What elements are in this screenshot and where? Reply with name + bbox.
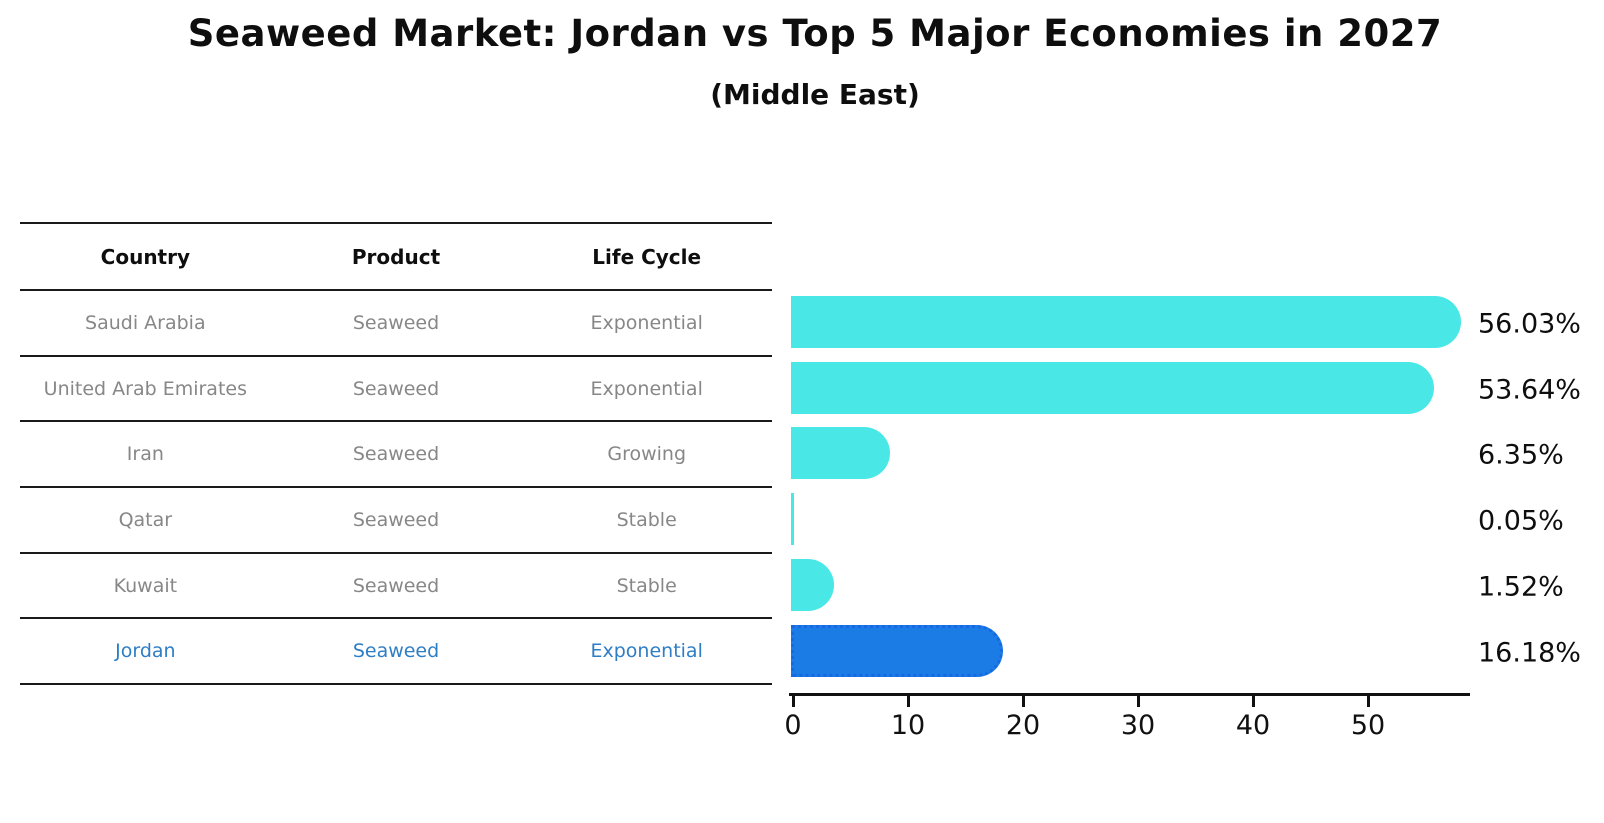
x-axis-tick (1251, 696, 1255, 707)
x-axis-tick-label: 20 (1005, 710, 1041, 741)
cell-country: Qatar (118, 508, 173, 531)
cell-life-cycle: Growing (607, 443, 687, 466)
cell-country: United Arab Emirates (43, 377, 247, 400)
cell-product: Seaweed (352, 508, 440, 531)
x-axis-tick (1136, 696, 1140, 707)
bar-iran (791, 427, 891, 480)
header-cell-country: Country (100, 244, 191, 269)
page-title: Seaweed Market: Jordan vs Top 5 Major Ec… (187, 12, 1443, 55)
cell-product: Seaweed (352, 574, 440, 597)
bar-united-arab-emirates (791, 361, 1434, 414)
x-axis-tick-label: 40 (1235, 710, 1271, 741)
page-subtitle: (Middle East) (710, 78, 920, 111)
table-header-row: Country Product Life Cycle (20, 222, 772, 291)
table-row-united-arab-emirates: United Arab Emirates Seaweed Exponential (20, 357, 772, 423)
bar-kuwait (791, 558, 835, 611)
table-row-kuwait: Kuwait Seaweed Stable (20, 554, 772, 620)
cell-life-cycle: Stable (616, 574, 677, 597)
bar-qatar (791, 493, 794, 546)
table-row-iran: Iran Seaweed Growing (20, 422, 772, 489)
cell-product: Seaweed (352, 311, 440, 334)
x-axis-tick-label: 30 (1120, 710, 1156, 741)
cell-product: Seaweed (352, 640, 440, 663)
bar-value-label-saudi-arabia: 56.03% (1478, 308, 1581, 340)
x-axis-tick (1021, 696, 1025, 707)
table-row-jordan: Jordan Seaweed Exponential (20, 619, 772, 686)
table-row-qatar: Qatar Seaweed Stable (20, 488, 772, 554)
x-axis-tick-label: 10 (890, 710, 926, 741)
cell-product: Seaweed (352, 377, 440, 400)
x-axis-tick (906, 696, 910, 707)
cell-product: Seaweed (352, 443, 440, 466)
header-cell-life-cycle: Life Cycle (592, 244, 702, 269)
bar-value-label-united-arab-emirates: 53.64% (1478, 374, 1581, 406)
cell-country: Jordan (115, 640, 176, 663)
cell-life-cycle: Exponential (590, 377, 703, 400)
cell-country: Saudi Arabia (85, 311, 206, 334)
x-axis-tick-label: 0 (784, 710, 802, 741)
cell-country: Kuwait (113, 574, 178, 597)
bar-value-label-qatar: 0.05% (1478, 505, 1564, 537)
bar-value-label-iran: 6.35% (1478, 439, 1564, 471)
cell-life-cycle: Stable (616, 508, 677, 531)
data-table: Country Product Life Cycle Saudi Arabia … (20, 222, 772, 686)
header-cell-product: Product (351, 244, 441, 269)
x-axis-tick-label: 50 (1350, 710, 1386, 741)
bar-value-label-kuwait: 1.52% (1478, 571, 1564, 603)
bar-value-label-jordan: 16.18% (1478, 637, 1581, 668)
x-axis-tick (1366, 696, 1370, 707)
cell-life-cycle: Exponential (590, 640, 703, 663)
bar-saudi-arabia (791, 296, 1462, 348)
x-axis-tick (791, 696, 795, 707)
bar-jordan (791, 624, 1004, 677)
cell-country: Iran (126, 443, 164, 466)
x-axis-line (789, 693, 1470, 696)
cell-life-cycle: Exponential (590, 311, 703, 334)
table-row-saudi-arabia: Saudi Arabia Seaweed Exponential (20, 291, 772, 357)
